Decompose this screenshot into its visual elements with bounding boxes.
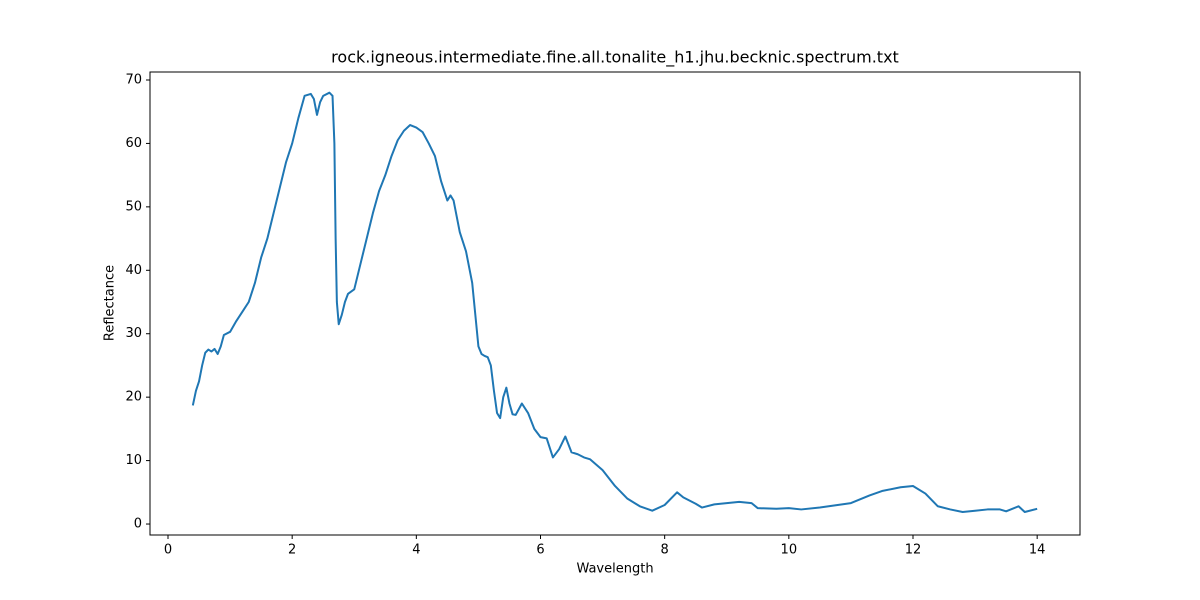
y-tick-label: 70	[125, 72, 142, 87]
x-tick-label: 6	[536, 543, 544, 558]
y-axis-label: Reflectance	[103, 265, 118, 341]
y-tick-label: 10	[125, 453, 142, 468]
chart-title: rock.igneous.intermediate.fine.all.tonal…	[331, 48, 899, 68]
y-tick-label: 40	[125, 263, 142, 278]
plot-frame	[149, 71, 1081, 536]
x-tick-label: 14	[1029, 543, 1046, 558]
y-tick-label: 60	[125, 136, 142, 151]
x-tick-label: 8	[661, 543, 669, 558]
x-tick-label: 12	[905, 543, 922, 558]
data-line	[191, 91, 1038, 513]
y-tick-label: 30	[125, 326, 142, 341]
x-tick-label: 2	[288, 543, 296, 558]
y-tick-label: 20	[125, 390, 142, 405]
x-tick-label: 10	[781, 543, 798, 558]
y-tick-label: 0	[134, 517, 142, 532]
x-tick-label: 0	[164, 543, 172, 558]
x-axis-label: Wavelength	[576, 562, 653, 577]
y-tick-label: 50	[125, 199, 142, 214]
x-tick-label: 4	[412, 543, 420, 558]
